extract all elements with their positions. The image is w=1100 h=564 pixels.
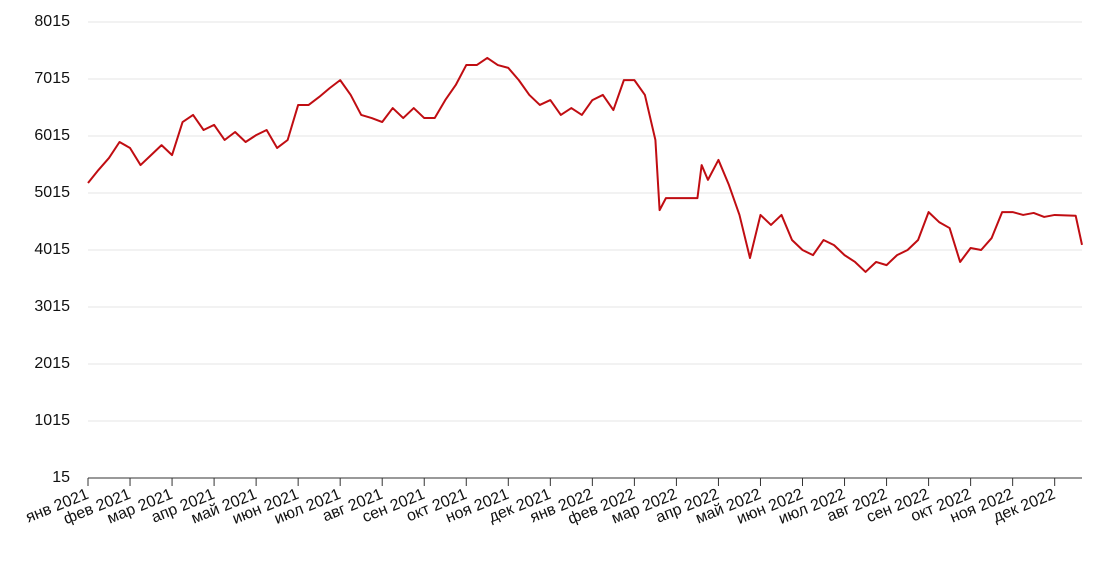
y-tick-label: 1015 [34, 412, 70, 429]
y-tick-label: 15 [52, 469, 70, 486]
y-tick-label: 6015 [34, 127, 70, 144]
y-tick-label: 8015 [34, 13, 70, 30]
y-tick-label: 5015 [34, 184, 70, 201]
y-tick-label: 4015 [34, 241, 70, 258]
y-tick-label: 3015 [34, 298, 70, 315]
line [87, 56, 1083, 273]
y-tick-label: 2015 [34, 355, 70, 372]
y-tick-label: 7015 [34, 70, 70, 87]
